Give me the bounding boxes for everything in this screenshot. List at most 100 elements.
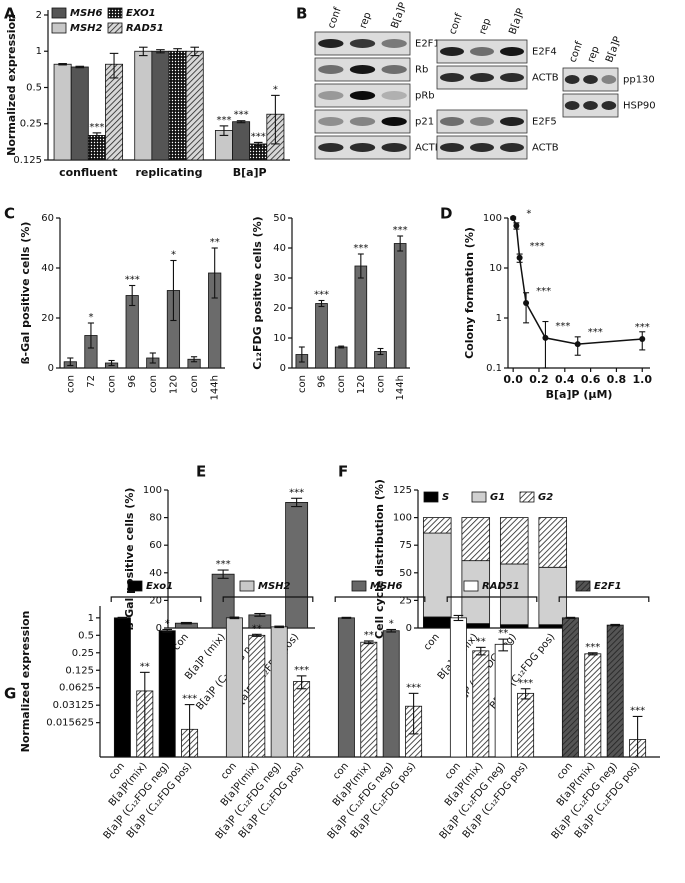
- error-bar: [338, 345, 345, 349]
- error-bar: [75, 65, 85, 69]
- significance: ***: [588, 327, 603, 338]
- x-tick-label: 0.0: [503, 373, 523, 386]
- blot-band: [500, 73, 524, 82]
- legend-label: MSH6: [370, 581, 403, 592]
- bar: [293, 681, 311, 758]
- error-bar: [520, 688, 531, 700]
- x-tick-label: con: [422, 632, 442, 653]
- x-tick-label: con: [107, 761, 127, 782]
- error-bar: [190, 46, 199, 57]
- error-bar: [386, 628, 397, 633]
- blot-band: [349, 117, 376, 126]
- y-tick-label: 20: [149, 595, 162, 606]
- error-bar: [341, 616, 352, 619]
- bar: [584, 653, 602, 758]
- error-bar: [108, 359, 115, 367]
- y-tick-label: 40: [273, 243, 286, 254]
- panel-label: D: [440, 205, 452, 223]
- blot-strip: [314, 109, 411, 134]
- significance: ***: [555, 321, 570, 332]
- bar: [105, 63, 124, 161]
- bar: [334, 346, 348, 369]
- bar-segment: [422, 532, 452, 618]
- error-bar: [87, 322, 95, 349]
- significance: **: [498, 628, 508, 639]
- bar: [248, 634, 266, 758]
- blot-band: [318, 143, 344, 152]
- blot-band: [381, 65, 407, 74]
- legend-swatch: [463, 580, 479, 592]
- group-bracket: [110, 596, 202, 602]
- lane-label: rep: [586, 45, 602, 64]
- legend-swatch: [51, 22, 67, 34]
- blot-band: [440, 73, 464, 82]
- significance: *: [165, 618, 170, 629]
- blot-band: [440, 117, 464, 126]
- bar: [337, 617, 355, 758]
- blot-label: ACTB: [532, 143, 559, 154]
- bar-segment: [461, 560, 491, 624]
- blot-label: E2F4: [532, 47, 557, 58]
- bar-segment: [499, 563, 529, 626]
- y-tick-label: 0.0625: [59, 683, 94, 694]
- x-tick-label: con: [555, 761, 575, 782]
- bar: [134, 50, 153, 161]
- bar: [517, 692, 535, 758]
- bar: [270, 626, 288, 758]
- blot-band: [349, 143, 376, 152]
- error-bar: [296, 675, 307, 690]
- lane-label: conf: [447, 12, 465, 36]
- significance: ***: [630, 705, 645, 716]
- y-tick-label: 0: [406, 623, 412, 634]
- blot-band: [470, 143, 494, 152]
- bar: [249, 143, 268, 161]
- point: [516, 254, 523, 261]
- error-bar: [271, 94, 280, 145]
- blot-band: [381, 39, 407, 48]
- error-bar: [156, 49, 165, 54]
- significance: ***: [353, 243, 368, 254]
- y-tick-label: 100: [393, 513, 412, 524]
- blot-band: [564, 101, 580, 110]
- y-tick-label: 40: [149, 568, 162, 579]
- x-tick-label: con: [336, 375, 347, 393]
- significance: **: [476, 636, 486, 647]
- x-tick-label: con: [443, 761, 463, 782]
- legend-swatch: [239, 580, 255, 592]
- significance: ***: [89, 122, 104, 133]
- x-tick-label: 0.4: [555, 373, 575, 386]
- error-bar: [58, 63, 67, 66]
- y-axis-label: C₁₂FDG positive cells (%): [251, 216, 264, 369]
- x-tick-label: replicating: [136, 166, 203, 179]
- group-bracket: [446, 596, 538, 602]
- blot-band: [440, 47, 464, 56]
- error-bar: [190, 356, 198, 363]
- x-tick-label: 96: [317, 375, 328, 388]
- x-tick-label: 144h: [210, 375, 221, 400]
- x-tick-label: con: [107, 375, 118, 393]
- group-bracket: [558, 596, 650, 602]
- y-tick-label: 1: [36, 46, 42, 57]
- group-bracket: [222, 596, 314, 602]
- error-bar: [149, 352, 156, 364]
- significance: **: [252, 623, 262, 634]
- lane-label: conf: [567, 40, 585, 64]
- significance: ***: [406, 682, 421, 693]
- point: [513, 222, 520, 229]
- x-tick-label: 144h: [395, 375, 406, 400]
- error-bar: [251, 633, 262, 637]
- error-bar: [109, 52, 119, 79]
- error-bar: [274, 625, 285, 629]
- bar: [232, 121, 251, 161]
- blot-band: [349, 91, 376, 100]
- bar: [472, 650, 490, 758]
- significance: ***: [635, 322, 650, 333]
- error-bar: [139, 46, 148, 57]
- blot-strip: [436, 109, 528, 134]
- blot-band: [440, 143, 464, 152]
- y-tick-label: 1: [88, 613, 94, 624]
- legend-swatch: [351, 580, 367, 592]
- error-bar: [129, 284, 136, 307]
- x-axis-label: B[a]P (µM): [546, 388, 613, 401]
- panel-label: B: [296, 5, 307, 23]
